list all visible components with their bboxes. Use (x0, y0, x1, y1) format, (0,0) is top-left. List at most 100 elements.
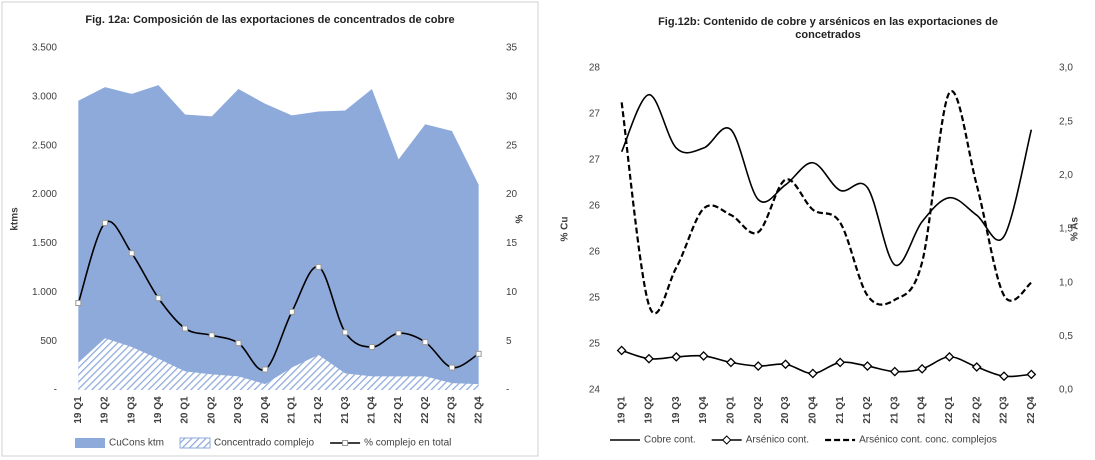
y-tick-label: 27 (589, 109, 601, 120)
y2-tick-label: 5 (506, 336, 512, 347)
y-tick-label: 2.000 (32, 189, 57, 200)
y-axis-label: % Cu (560, 217, 571, 242)
y-axis-label: ktms (10, 207, 21, 231)
marker (288, 308, 295, 315)
marker (128, 250, 135, 257)
x-tick-label: 21 Q2 (313, 396, 324, 424)
chart-title: Fig. 12a: Composición de las exportacion… (85, 14, 454, 26)
marker (725, 357, 736, 368)
marker (862, 361, 873, 371)
y-tick-label: 1.500 (32, 238, 57, 249)
marker (835, 357, 846, 368)
x-tick-label: 19 Q3 (671, 396, 682, 424)
y-tick-label: 3.500 (32, 43, 57, 54)
line (621, 349, 1032, 378)
legend-label: Arsénico cont. (746, 435, 809, 446)
marker (262, 366, 269, 373)
y-tick-label: 25 (589, 339, 601, 350)
marker (235, 340, 242, 347)
x-tick-label: 19 Q2 (100, 396, 111, 424)
x-tick-label: 22 Q3 (447, 396, 458, 424)
y2-tick-label: 30 (506, 91, 518, 102)
y-tick-label: 25 (589, 293, 601, 304)
marker (315, 263, 322, 270)
line (620, 93, 1033, 266)
x-tick-label: 21 Q4 (917, 396, 928, 424)
x-tick-label: 20 Q3 (233, 396, 244, 424)
marker (1026, 369, 1037, 380)
marker (368, 344, 375, 351)
legend-label: % complejo en total (364, 438, 451, 449)
y2-axis-label: % As (1070, 217, 1081, 242)
y2-tick-label: 2,5 (1059, 116, 1073, 127)
marker (753, 361, 764, 371)
x-tick-label: 20 Q2 (206, 396, 217, 424)
y-tick-label: 3.000 (32, 91, 57, 102)
marker (422, 339, 429, 346)
y2-tick-label: 0,0 (1059, 385, 1073, 396)
x-tick-label: 20 Q2 (753, 396, 764, 424)
x-tick-label: 20 Q4 (807, 396, 818, 424)
marker (999, 371, 1009, 382)
x-tick-label: 19 Q3 (126, 396, 137, 424)
x-tick-label: 20 Q1 (726, 396, 737, 424)
x-tick-label: 19 Q4 (153, 396, 164, 424)
marker (342, 329, 349, 336)
x-tick-label: 22 Q4 (473, 396, 484, 424)
y-tick-label: 26 (589, 247, 601, 258)
marker (780, 359, 791, 370)
y2-tick-label: 2,0 (1059, 170, 1073, 181)
y2-tick-label: 1,5 (1059, 224, 1073, 235)
x-tick-label: 21 Q2 (862, 396, 873, 424)
marker (698, 351, 709, 361)
y-tick-label: 24 (589, 385, 601, 396)
area (78, 85, 479, 390)
marker (75, 300, 82, 307)
legend-label: Arsénico cont. conc. complejos (859, 435, 997, 446)
y2-tick-label: 15 (506, 238, 518, 249)
x-tick-label: 22 Q2 (420, 396, 431, 424)
x-tick-label: 20 Q4 (260, 396, 271, 424)
x-tick-label: 21 Q3 (340, 396, 351, 424)
y-tick-label: 27 (589, 155, 601, 166)
marker (807, 368, 818, 379)
marker (671, 351, 682, 362)
x-tick-label: 20 Q1 (180, 396, 191, 424)
y2-axis-label: % (515, 214, 526, 223)
y-tick-label: 1.000 (32, 287, 57, 298)
legend-swatch (75, 438, 105, 448)
line (77, 220, 480, 371)
hatched-area (78, 338, 479, 390)
legend-label: Concentrado complejo (214, 438, 314, 449)
marker (448, 364, 455, 371)
y-tick-label: 2.500 (32, 140, 57, 151)
y2-tick-label: 25 (506, 140, 518, 151)
x-tick-label: 21 Q3 (889, 396, 900, 424)
x-tick-label: 19 Q1 (73, 396, 84, 424)
y2-tick-label: 1,0 (1059, 277, 1073, 288)
y-tick-label: - (54, 385, 57, 396)
x-tick-label: 22 Q1 (393, 396, 404, 424)
x-tick-label: 22 Q3 (999, 396, 1010, 424)
marker (917, 363, 928, 374)
y2-tick-label: 3,0 (1059, 63, 1073, 74)
x-tick-label: 22 Q4 (1026, 396, 1037, 424)
x-tick-label: 19 Q1 (616, 396, 627, 424)
marker (102, 219, 109, 226)
x-tick-label: 21 Q4 (367, 396, 378, 424)
marker (208, 332, 215, 339)
x-tick-label: 20 Q3 (780, 396, 791, 424)
chart-title: Fig.12b: Contenido de cobre y arsénicos … (658, 16, 998, 41)
marker (644, 353, 654, 364)
marker (395, 330, 402, 337)
y-tick-label: 500 (40, 336, 57, 347)
marker (971, 362, 982, 372)
y2-tick-label: 0,5 (1059, 331, 1073, 342)
marker (182, 325, 189, 332)
y2-tick-label: 10 (506, 287, 518, 298)
marker (944, 351, 955, 362)
y2-tick-label: 20 (506, 189, 518, 200)
legend-marker (721, 435, 732, 445)
x-tick-label: 19 Q4 (698, 396, 709, 424)
